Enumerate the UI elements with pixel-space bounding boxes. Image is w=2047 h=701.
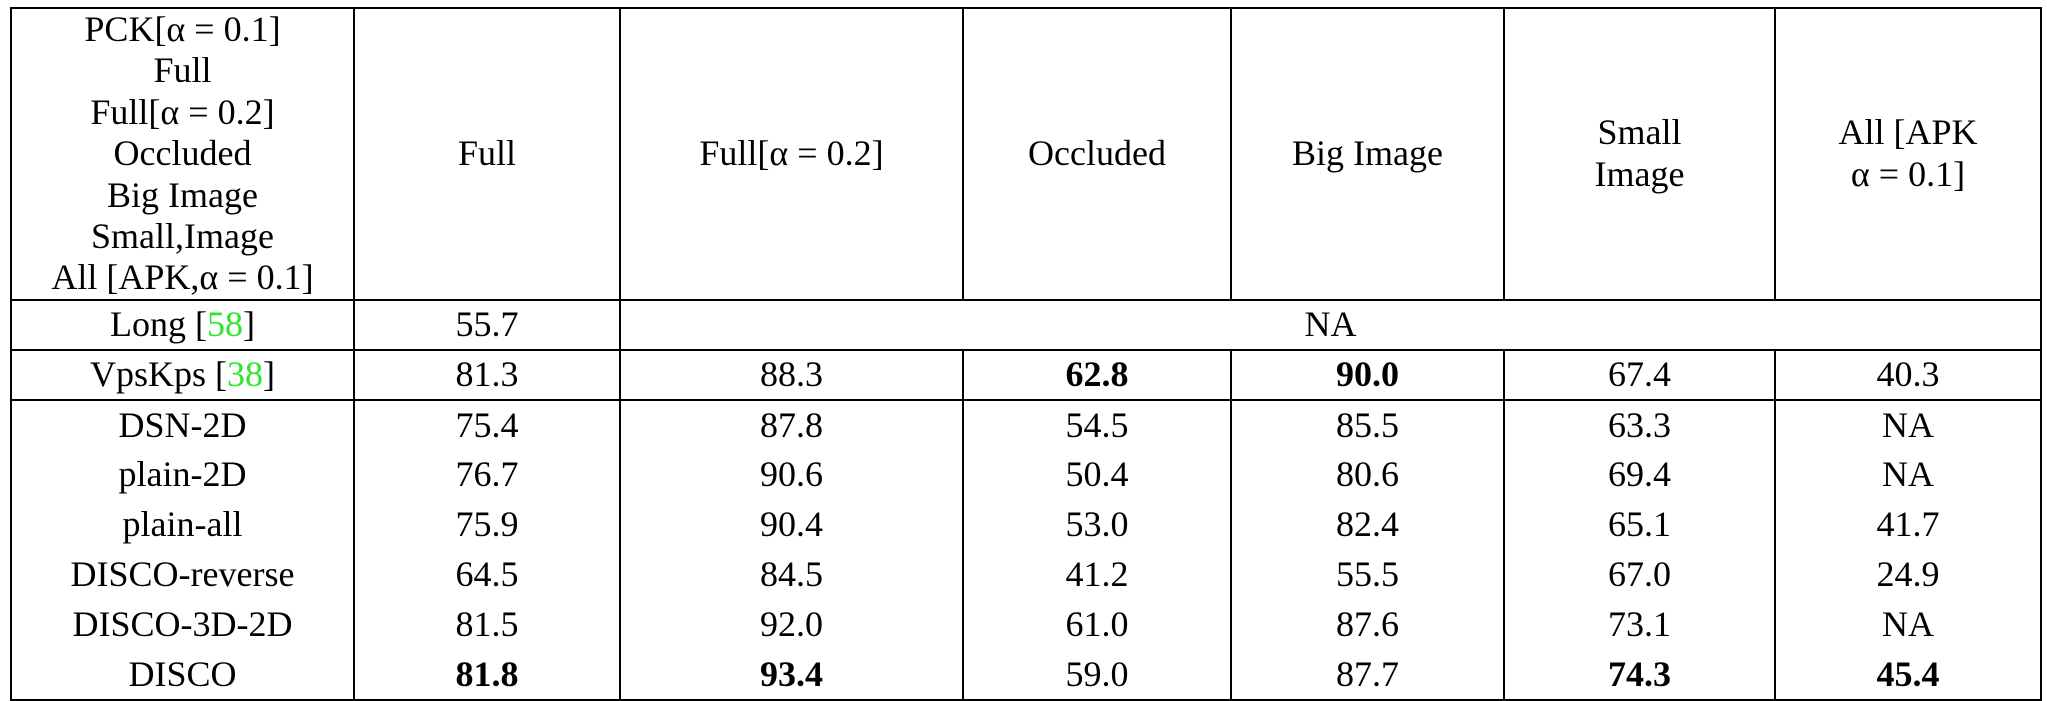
- cell: NA: [1774, 599, 2042, 650]
- cell: 90.6: [619, 449, 964, 500]
- header-line: Full[α = 0.2]: [90, 91, 275, 132]
- results-table: PCK[α = 0.1] Full Full[α = 0.2] Occluded Big…: [10, 7, 2042, 701]
- row: Long [58] 55.7 NA: [10, 298, 2042, 351]
- header-line: Full: [153, 50, 212, 91]
- cell: 55.5: [1230, 549, 1505, 600]
- label-text: ]: [242, 304, 255, 345]
- row: DISCO-reverse 64.5 84.5 41.2 55.5 67.0 2…: [10, 549, 2042, 600]
- cell: 65.1: [1503, 499, 1776, 550]
- row: DISCO 81.8 93.4 59.0 87.7 74.3 45.4: [10, 649, 2042, 701]
- row: plain-2D 76.7 90.6 50.4 80.6 69.4 NA: [10, 449, 2042, 500]
- header-cell: Big Image: [1230, 7, 1505, 301]
- cell: 75.9: [353, 499, 621, 550]
- cell: 55.7: [353, 298, 621, 351]
- cell: 87.6: [1230, 599, 1505, 650]
- page: PCK[α = 0.1] Full Full[α = 0.2] Occluded Big…: [10, 7, 2042, 701]
- cell: 88.3: [619, 348, 964, 401]
- header-line: Small: [1597, 112, 1682, 153]
- row-label: plain-all: [10, 499, 355, 550]
- header-line: PCK[α = 0.1]: [84, 9, 281, 49]
- cell: 84.5: [619, 549, 964, 600]
- header-cell: PCK[α = 0.1] Full Full[α = 0.2] Occluded Big…: [10, 7, 355, 301]
- label-text: VpsKps [: [89, 354, 227, 395]
- header-line: All [APK,α = 0.1]: [51, 257, 314, 298]
- header-line: Big Image: [107, 174, 258, 215]
- cell: 90.0: [1230, 348, 1505, 401]
- cell-bold: 74.3: [1608, 653, 1671, 694]
- cell: 74.3: [1503, 649, 1776, 701]
- row-label: VpsKps [38]: [10, 348, 355, 401]
- cell: 67.0: [1503, 549, 1776, 600]
- header-line: Small,Image: [91, 215, 274, 256]
- header-cell: Full[α = 0.2]: [619, 7, 964, 301]
- header-cell: All [APK α = 0.1]: [1774, 7, 2042, 301]
- cell-bold: 81.8: [455, 653, 519, 694]
- cell: 62.8: [962, 348, 1232, 401]
- label-text: ]: [263, 354, 275, 395]
- header-line: Occluded: [113, 133, 252, 174]
- cell: 82.4: [1230, 499, 1505, 550]
- cell: 61.0: [962, 599, 1232, 650]
- cell: 75.4: [353, 399, 621, 450]
- cell: 76.7: [353, 449, 621, 500]
- citation: 58: [206, 304, 243, 345]
- cell: 53.0: [962, 499, 1232, 550]
- cell: 63.3: [1503, 399, 1776, 450]
- cell: 67.4: [1503, 348, 1776, 401]
- cell-bold: 62.8: [1065, 354, 1129, 395]
- cell: NA: [619, 298, 2042, 351]
- cell: 40.3: [1774, 348, 2042, 401]
- header-line: α = 0.1]: [1850, 153, 1966, 194]
- cell: 59.0: [962, 649, 1232, 701]
- row-label: DISCO-reverse: [10, 549, 355, 600]
- cell: 73.1: [1503, 599, 1776, 650]
- cell-bold: 90.0: [1336, 354, 1399, 395]
- row: DSN-2D 75.4 87.8 54.5 85.5 63.3 NA: [10, 399, 2042, 450]
- cell: 50.4: [962, 449, 1232, 500]
- header-cell: Small Image: [1503, 7, 1776, 301]
- cell: 64.5: [353, 549, 621, 600]
- row-label: Long [58]: [10, 298, 355, 351]
- cell: NA: [1774, 399, 2042, 450]
- header-line: Image: [1594, 153, 1685, 194]
- row-label: DSN-2D: [10, 399, 355, 450]
- header-cell: Occluded: [962, 7, 1232, 301]
- cell: 54.5: [962, 399, 1232, 450]
- cell: NA: [1774, 449, 2042, 500]
- row-label: DISCO: [10, 649, 355, 701]
- label-text: Long [: [110, 304, 207, 345]
- cell: 87.7: [1230, 649, 1505, 701]
- row-label: plain-2D: [10, 449, 355, 500]
- row-label: DISCO-3D-2D: [10, 599, 355, 650]
- cell: 90.4: [619, 499, 964, 550]
- cell: 81.8: [353, 649, 621, 701]
- cell: 93.4: [619, 649, 964, 701]
- cell: 41.2: [962, 549, 1232, 600]
- cell: 24.9: [1774, 549, 2042, 600]
- cell: 41.7: [1774, 499, 2042, 550]
- row: VpsKps [38] 81.3 88.3 62.8 90.0 67.4 40.…: [10, 348, 2042, 401]
- cell: 81.5: [353, 599, 621, 650]
- cell: 87.8: [619, 399, 964, 450]
- cell: 69.4: [1503, 449, 1776, 500]
- cell: 81.3: [353, 348, 621, 401]
- cell: 45.4: [1774, 649, 2042, 701]
- citation: 38: [227, 354, 263, 395]
- header-cell: Full: [353, 7, 621, 301]
- row: DISCO-3D-2D 81.5 92.0 61.0 87.6 73.1 NA: [10, 599, 2042, 650]
- header-row: PCK[α = 0.1] Full Full[α = 0.2] Occluded Big…: [10, 7, 2042, 301]
- row: plain-all 75.9 90.4 53.0 82.4 65.1 41.7: [10, 499, 2042, 550]
- cell: 80.6: [1230, 449, 1505, 500]
- header-line: All [APK: [1838, 112, 1978, 153]
- cell: 85.5: [1230, 399, 1505, 450]
- cell-bold: 93.4: [760, 653, 823, 694]
- cell-bold: 45.4: [1876, 653, 1940, 694]
- cell: 92.0: [619, 599, 964, 650]
